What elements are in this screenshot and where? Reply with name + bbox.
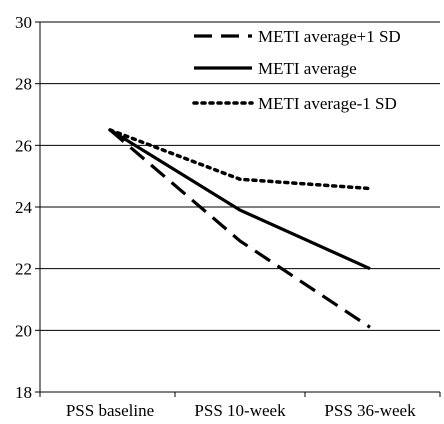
legend: METI average+1 SD METI average METI averag… xyxy=(192,27,401,113)
legend-label-0: METI average+1 SD xyxy=(258,27,401,46)
x-tick-label: PSS baseline xyxy=(66,401,154,420)
axes: 18 20 22 24 26 28 30 PSS baseline PSS 10-week PSS… xyxy=(15,13,441,420)
series-line-2 xyxy=(108,128,372,191)
legend-label-2: METI average-1 SD xyxy=(258,94,397,113)
series-line-0 xyxy=(108,128,371,329)
x-tick-label: PSS 10-week xyxy=(194,401,286,420)
y-tick-label: 20 xyxy=(15,321,32,340)
y-tick-label: 30 xyxy=(15,13,32,32)
y-tick-label: 26 xyxy=(15,136,32,155)
y-tick-label: 22 xyxy=(15,260,32,279)
y-tick-label: 24 xyxy=(15,198,33,217)
series-line-1 xyxy=(109,128,371,271)
y-tick-label: 28 xyxy=(15,75,32,94)
y-tick-label: 18 xyxy=(15,383,32,402)
x-tick-label: PSS 36-week xyxy=(324,401,416,420)
grid-lines xyxy=(40,21,440,393)
legend-label-1: METI average xyxy=(258,59,357,78)
series-lines xyxy=(108,128,372,329)
